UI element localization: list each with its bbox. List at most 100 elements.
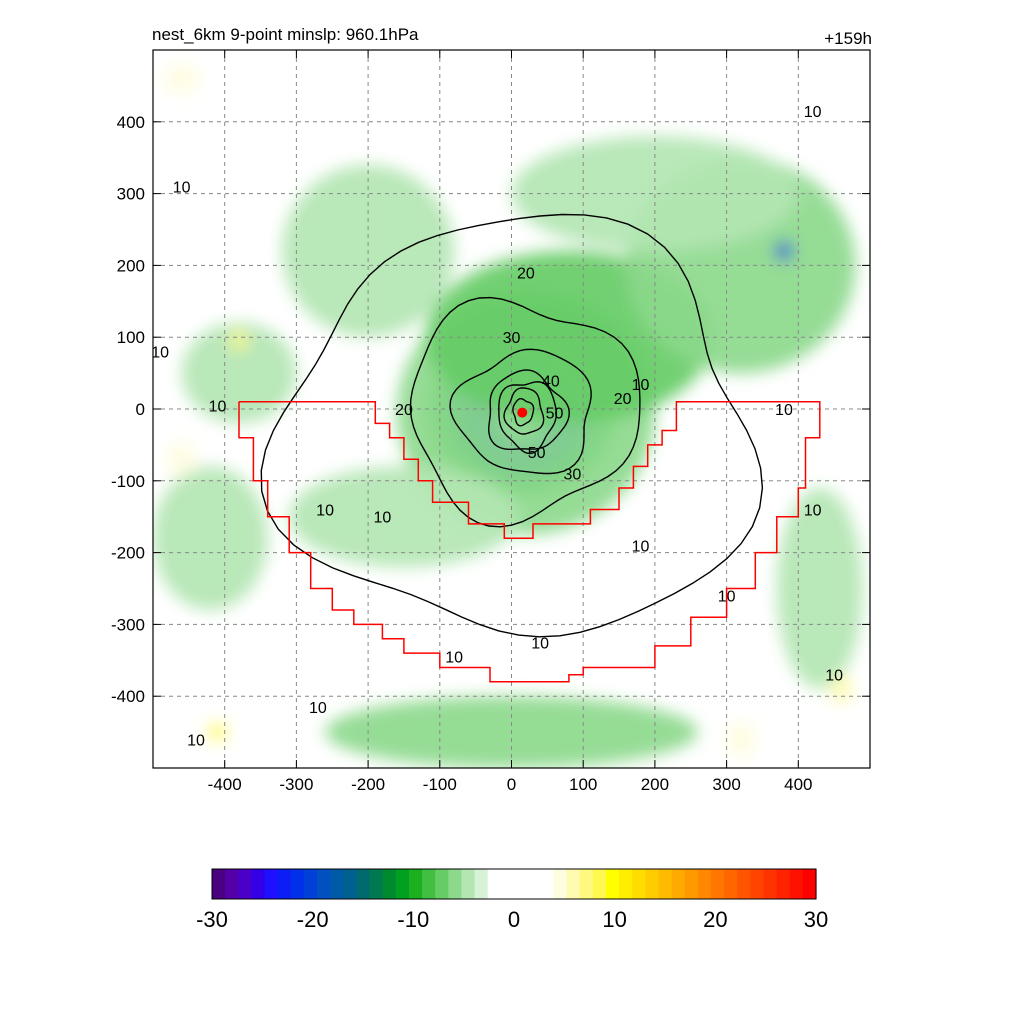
- field-blob: [167, 441, 197, 478]
- x-tick-label: -400: [208, 775, 242, 794]
- y-tick-label: -100: [111, 472, 145, 491]
- colorbar-cell: [605, 869, 620, 899]
- colorbar-cell: [737, 869, 751, 899]
- contour-label: 10: [309, 700, 327, 717]
- y-tick-label: 100: [117, 328, 145, 347]
- y-tick-label: 200: [117, 256, 145, 275]
- colorbar-cell: [697, 869, 712, 899]
- colorbar-cell: [317, 869, 331, 899]
- colorbar-cell: [776, 869, 791, 899]
- colorbar-cell: [212, 869, 226, 899]
- colorbar-cell: [710, 869, 725, 899]
- colorbar-cell: [290, 869, 305, 899]
- colorbar-cell: [566, 869, 581, 899]
- colorbar-tick-label: 0: [508, 907, 520, 932]
- contour-label: 10: [316, 503, 334, 520]
- contour-label: 20: [517, 266, 535, 283]
- colorbar-tick-label: 20: [703, 907, 727, 932]
- contour-line: [449, 348, 592, 475]
- x-tick-label: 200: [641, 775, 669, 794]
- x-tick-label: -100: [423, 775, 457, 794]
- colorbar-cell: [579, 869, 594, 899]
- colorbar-cell: [461, 869, 476, 899]
- field-blob: [163, 64, 200, 94]
- colorbar-cell: [225, 869, 239, 899]
- colorbar-cell: [592, 869, 607, 899]
- colorbar-frame: [211, 868, 817, 900]
- colorbar-tick-label: -30: [196, 907, 228, 932]
- colorbar: -30 -20 -10 0 10 20 30: [196, 868, 828, 932]
- contour-label: 50: [546, 406, 564, 423]
- colorbar-cell: [408, 869, 423, 899]
- colorbar-cell: [435, 869, 449, 899]
- contour-label: 30: [564, 467, 582, 484]
- colorbar-cell: [330, 869, 344, 899]
- colorbar-cell: [658, 869, 673, 899]
- contour-label: 10: [804, 104, 822, 121]
- colorbar-cell: [671, 869, 686, 899]
- x-tick-label: 300: [712, 775, 740, 794]
- y-tick-label: 0: [136, 400, 145, 419]
- colorbar-cell: [619, 869, 633, 899]
- colorbar-cell: [645, 869, 660, 899]
- x-tick-label: 400: [784, 775, 812, 794]
- colorbar-cell: [500, 869, 515, 899]
- colorbar-cell: [343, 869, 358, 899]
- y-tick-label: 300: [117, 185, 145, 204]
- contour-line: [260, 213, 764, 638]
- colorbar-tick-label: 10: [602, 907, 626, 932]
- colorbar-cell: [802, 869, 817, 899]
- field-blob: [775, 242, 793, 260]
- colorbar-cell: [356, 869, 371, 899]
- x-axis: -400 -300 -200 -100 0 100 200 300 400: [208, 50, 812, 794]
- contour-line: [409, 296, 641, 528]
- x-tick-label: 100: [569, 775, 597, 794]
- colorbar-tick-label: -10: [397, 907, 429, 932]
- colorbar-cell: [382, 869, 397, 899]
- contour-label: 10: [374, 510, 392, 527]
- contour-label: 20: [614, 391, 632, 408]
- contour-line: [487, 369, 570, 450]
- colorbar-cell: [632, 869, 646, 899]
- y-tick-label: -400: [111, 687, 145, 706]
- forecast-hour-label: +159h: [824, 29, 872, 48]
- colorbar-cell: [763, 869, 778, 899]
- colorbar-cell: [277, 869, 292, 899]
- contour-line: [512, 398, 535, 427]
- contour-label: 20: [395, 402, 413, 419]
- region-outline: [238, 401, 821, 683]
- colorbar-cell: [264, 869, 279, 899]
- colorbar-cell: [540, 869, 554, 899]
- colorbar-cell: [750, 869, 765, 899]
- colorbar-cell: [684, 869, 699, 899]
- field-blob: [289, 466, 519, 567]
- contour-label: 10: [632, 538, 650, 555]
- contour-label: 10: [775, 402, 793, 419]
- y-tick-label: -300: [111, 615, 145, 634]
- contour-label: 10: [445, 650, 463, 667]
- colorbar-cell: [514, 869, 528, 899]
- x-tick-label: -300: [279, 775, 313, 794]
- contour-label: 40: [542, 373, 560, 390]
- colorbar-cell: [395, 869, 410, 899]
- contour-label: 10: [151, 345, 169, 362]
- contour-label: 50: [528, 445, 546, 462]
- y-tick-label: 400: [117, 113, 145, 132]
- x-tick-label: 0: [507, 775, 516, 794]
- colorbar-cell: [474, 869, 489, 899]
- field-blob: [208, 723, 227, 741]
- colorbar-cell: [527, 869, 541, 899]
- colorbar-tick-label: -20: [297, 907, 329, 932]
- contour-label: 10: [209, 398, 227, 415]
- colorbar-cell: [422, 869, 436, 899]
- contour-label: 30: [503, 330, 521, 347]
- contour-line: [503, 387, 545, 435]
- contour-label: 10: [187, 732, 205, 749]
- x-tick-label: -200: [351, 775, 385, 794]
- colorbar-cell: [369, 869, 384, 899]
- colorbar-cell: [448, 869, 463, 899]
- storm-center-marker: [517, 407, 528, 418]
